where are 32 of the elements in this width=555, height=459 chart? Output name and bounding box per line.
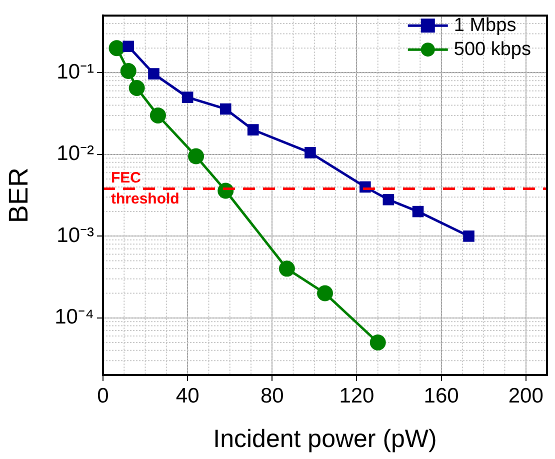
point [382,194,394,206]
y-axis-title: BER [4,168,34,224]
point [278,260,295,277]
point [463,230,474,242]
y-tick-label: 10⁻⁴ [54,306,94,329]
point [148,68,160,80]
x-tick-label: 40 [176,384,200,408]
point [317,285,333,302]
point [122,40,134,52]
point [247,124,259,136]
point [108,40,125,56]
legend-label: 1 Mbps [454,14,516,36]
x-tick-label: 80 [260,384,284,408]
point [370,334,386,350]
ref-line-label: FEC threshold [111,169,180,208]
x-axis-title: Incident power (pW) [213,424,437,453]
x-tick-label: 160 [424,384,459,408]
y-tick-label: 10⁻³ [56,224,94,247]
point [304,147,316,158]
point [120,62,136,79]
point [220,103,232,115]
point [412,206,424,218]
x-tick-label: 120 [339,384,374,408]
point [182,92,194,103]
point [188,148,204,164]
point [150,107,166,124]
point [128,80,145,96]
legend-label: 500 kbps [454,38,532,60]
x-tick-label: 200 [508,384,544,408]
y-tick-label: 10⁻¹ [56,60,94,84]
y-tick-label: 10⁻² [56,142,94,166]
x-tick-label: 0 [97,384,109,408]
